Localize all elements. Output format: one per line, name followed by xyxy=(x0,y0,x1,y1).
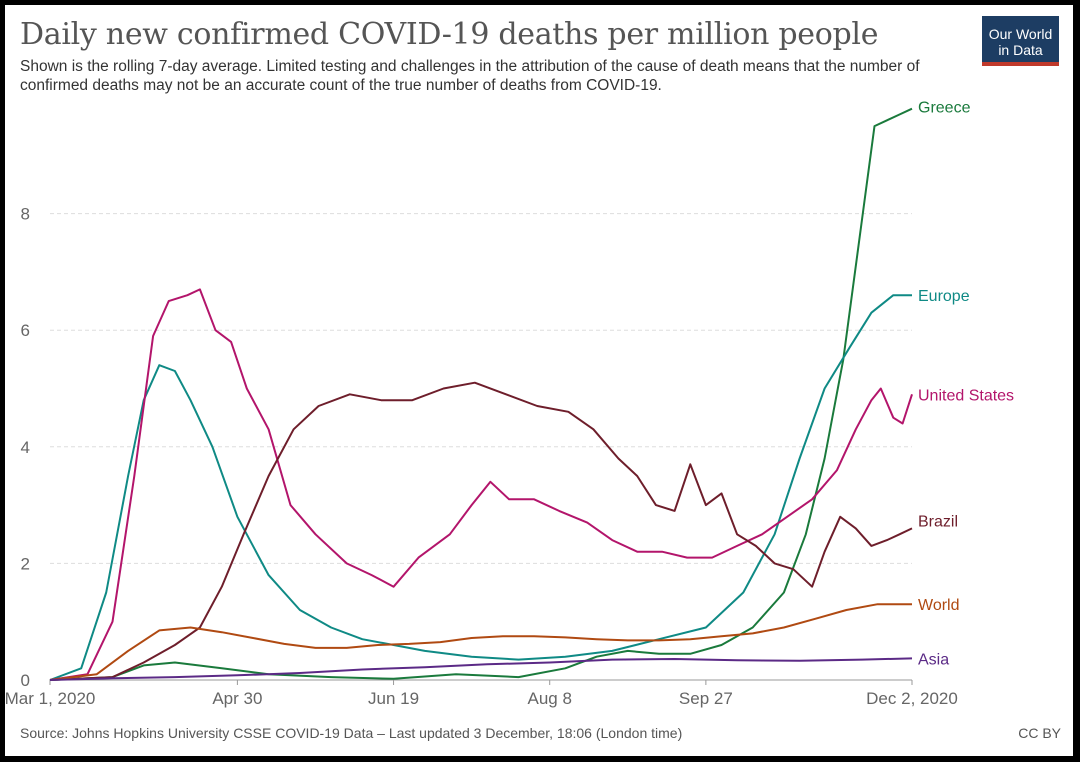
gridlines xyxy=(50,213,912,681)
series-lines xyxy=(49,107,913,681)
owid-logo[interactable]: Our World in Data xyxy=(982,16,1059,66)
series-line-asia[interactable] xyxy=(49,657,913,681)
x-tick-label: Apr 30 xyxy=(212,689,262,708)
y-tick-label: 8 xyxy=(21,205,30,224)
x-tick-label: Dec 2, 2020 xyxy=(866,689,958,708)
series-line-brazil[interactable] xyxy=(49,381,913,681)
x-axis-ticks: Mar 1, 2020 Apr 30 Jun 19 Aug 8 Sep 27 Dec 2,… xyxy=(5,680,958,708)
y-axis-ticks: 0 2 4 6 8 xyxy=(21,205,30,690)
chart-title: Daily new confirmed COVID-19 deaths per … xyxy=(20,17,879,52)
chart-card: Daily new confirmed COVID-19 deaths per … xyxy=(5,5,1073,756)
x-tick-label: Aug 8 xyxy=(527,689,571,708)
x-tick-label: Sep 27 xyxy=(679,689,733,708)
series-line-world[interactable] xyxy=(49,603,912,681)
series-line-europe[interactable] xyxy=(49,294,912,681)
chart-subtitle: Shown is the rolling 7-day average. Limi… xyxy=(20,58,920,94)
y-tick-label: 6 xyxy=(21,321,30,340)
series-line-united-states[interactable] xyxy=(49,288,913,681)
x-tick-label: Mar 1, 2020 xyxy=(5,689,95,708)
series-label-world[interactable]: World xyxy=(918,597,960,614)
license-link[interactable]: CC BY xyxy=(1018,725,1061,741)
y-tick-label: 2 xyxy=(21,554,30,573)
series-line-greece[interactable] xyxy=(49,107,913,681)
series-label-europe[interactable]: Europe xyxy=(918,288,970,305)
x-tick-label: Jun 19 xyxy=(368,689,419,708)
logo-line-1: Our World xyxy=(988,26,1053,42)
series-label-brazil[interactable]: Brazil xyxy=(918,513,958,530)
series-label-greece[interactable]: Greece xyxy=(918,100,971,117)
series-label-united-states[interactable]: United States xyxy=(918,387,1014,404)
logo-line-2: in Data xyxy=(998,42,1043,58)
series-label-asia[interactable]: Asia xyxy=(918,651,949,668)
series-labels: Greece Europe United States Brazil World Asia xyxy=(918,100,1014,669)
line-chart: 0 2 4 6 8 Mar 1, 2020 Apr 30 Jun 19 Aug 8 Sep 27… xyxy=(5,100,1014,708)
y-tick-label: 4 xyxy=(21,438,30,457)
y-tick-label: 0 xyxy=(21,671,30,690)
source-note: Source: Johns Hopkins University CSSE CO… xyxy=(20,725,683,741)
